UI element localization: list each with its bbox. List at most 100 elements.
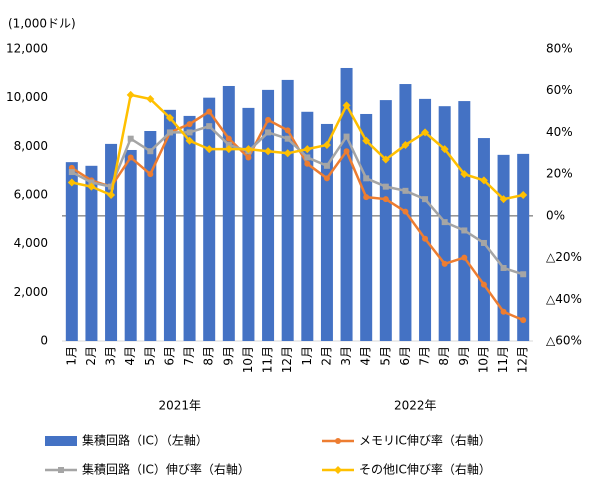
y-tick-label: 6,000 <box>14 188 48 202</box>
legend-swatch <box>45 436 77 446</box>
point <box>186 121 193 128</box>
point <box>479 176 488 185</box>
point <box>461 227 468 234</box>
x-tick-label: 2月 <box>319 346 333 366</box>
point <box>185 136 194 145</box>
point <box>422 196 429 203</box>
point <box>520 271 527 278</box>
point <box>334 466 342 474</box>
point <box>363 175 370 182</box>
point <box>402 187 409 194</box>
point <box>146 95 155 104</box>
point <box>323 162 330 169</box>
y2-tick-label: △40% <box>546 292 582 306</box>
point <box>284 127 291 134</box>
x-tick-label: 11月 <box>261 346 275 373</box>
point <box>500 265 507 271</box>
point <box>440 145 449 154</box>
point <box>67 178 76 187</box>
x-tick-label: 12月 <box>516 346 530 373</box>
x-tick-label: 8月 <box>437 346 451 366</box>
bar <box>124 149 137 341</box>
point <box>441 260 448 267</box>
y2-tick-label: 60% <box>546 83 573 97</box>
x-tick-label: 10月 <box>476 346 490 373</box>
bar <box>281 79 294 342</box>
point <box>342 101 351 110</box>
x-tick-label: 2月 <box>84 346 98 366</box>
point <box>363 194 370 201</box>
bar <box>379 100 392 341</box>
y2-tick-label: 20% <box>546 167 573 181</box>
point <box>500 308 507 315</box>
point <box>519 191 528 199</box>
point <box>343 148 350 155</box>
legend-label: 集積回路（IC）伸び率（右軸） <box>82 462 250 477</box>
point <box>127 135 134 142</box>
point <box>421 128 430 137</box>
legend-label: 集積回路（IC）（左軸） <box>82 433 208 448</box>
point <box>520 317 527 324</box>
point <box>422 235 429 242</box>
point <box>343 133 350 140</box>
point <box>441 219 448 226</box>
point <box>284 135 291 142</box>
point <box>499 195 508 204</box>
point <box>68 169 75 176</box>
bar <box>163 109 176 341</box>
year-label: 2021年 <box>158 399 201 413</box>
point <box>107 191 116 199</box>
point <box>265 129 272 136</box>
y2-tick-label: 80% <box>546 42 573 56</box>
x-tick-label: 6月 <box>398 346 412 366</box>
legend-label: その他IC伸び率（右軸） <box>359 462 491 477</box>
bar <box>497 154 510 341</box>
y2-tick-label: △20% <box>546 250 582 264</box>
x-tick-label: 9月 <box>221 346 235 366</box>
y2-tick-label: 40% <box>546 125 573 139</box>
point <box>147 148 154 155</box>
y2-tick-label: 0% <box>546 208 565 222</box>
point <box>206 108 213 115</box>
x-tick-label: 1月 <box>300 346 314 366</box>
year-label: 2022年 <box>394 399 437 413</box>
point <box>362 136 371 145</box>
y2-tick-label: △60% <box>546 334 582 348</box>
point <box>381 155 390 164</box>
x-tick-label: 12月 <box>280 346 294 373</box>
x-tick-label: 6月 <box>162 346 176 366</box>
point <box>225 141 232 148</box>
point <box>323 175 330 182</box>
point <box>322 140 331 149</box>
point <box>88 179 95 186</box>
x-tick-label: 4月 <box>123 346 137 366</box>
bar <box>242 107 255 342</box>
point <box>283 149 292 158</box>
point <box>382 196 389 203</box>
x-tick-label: 7月 <box>418 346 432 366</box>
point <box>335 438 341 444</box>
y-tick-label: 4,000 <box>14 236 48 250</box>
point <box>58 467 64 473</box>
bar <box>458 101 471 341</box>
x-tick-label: 8月 <box>202 346 216 366</box>
point <box>166 129 173 136</box>
point <box>205 145 214 154</box>
x-tick-label: 5月 <box>143 346 157 366</box>
point <box>206 123 213 130</box>
y-tick-label: 0 <box>40 334 48 348</box>
x-tick-label: 10月 <box>241 346 255 373</box>
point <box>127 154 134 161</box>
point <box>186 129 193 136</box>
y-tick-label: 12,000 <box>6 42 48 56</box>
y-tick-label: 10,000 <box>6 90 48 104</box>
bar <box>203 97 216 342</box>
point <box>402 208 409 215</box>
point <box>480 281 487 288</box>
bar <box>144 131 157 341</box>
bar <box>222 85 235 341</box>
x-tick-label: 11月 <box>496 346 510 373</box>
point <box>461 254 468 261</box>
point <box>304 160 311 167</box>
line <box>71 124 524 276</box>
